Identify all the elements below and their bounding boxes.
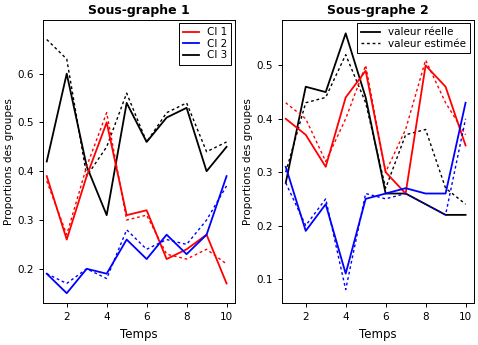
X-axis label: Temps: Temps bbox=[120, 327, 157, 341]
Y-axis label: Proportions des groupes: Proportions des groupes bbox=[243, 98, 253, 225]
Legend: valeur réelle, valeur estimée: valeur réelle, valeur estimée bbox=[357, 23, 470, 53]
Legend: Cl 1, Cl 2, Cl 3: Cl 1, Cl 2, Cl 3 bbox=[179, 23, 231, 65]
Y-axis label: Proportions des groupes: Proportions des groupes bbox=[4, 98, 14, 225]
Title: Sous-graphe 2: Sous-graphe 2 bbox=[327, 4, 429, 18]
Title: Sous-graphe 1: Sous-graphe 1 bbox=[88, 4, 190, 18]
X-axis label: Temps: Temps bbox=[359, 327, 396, 341]
